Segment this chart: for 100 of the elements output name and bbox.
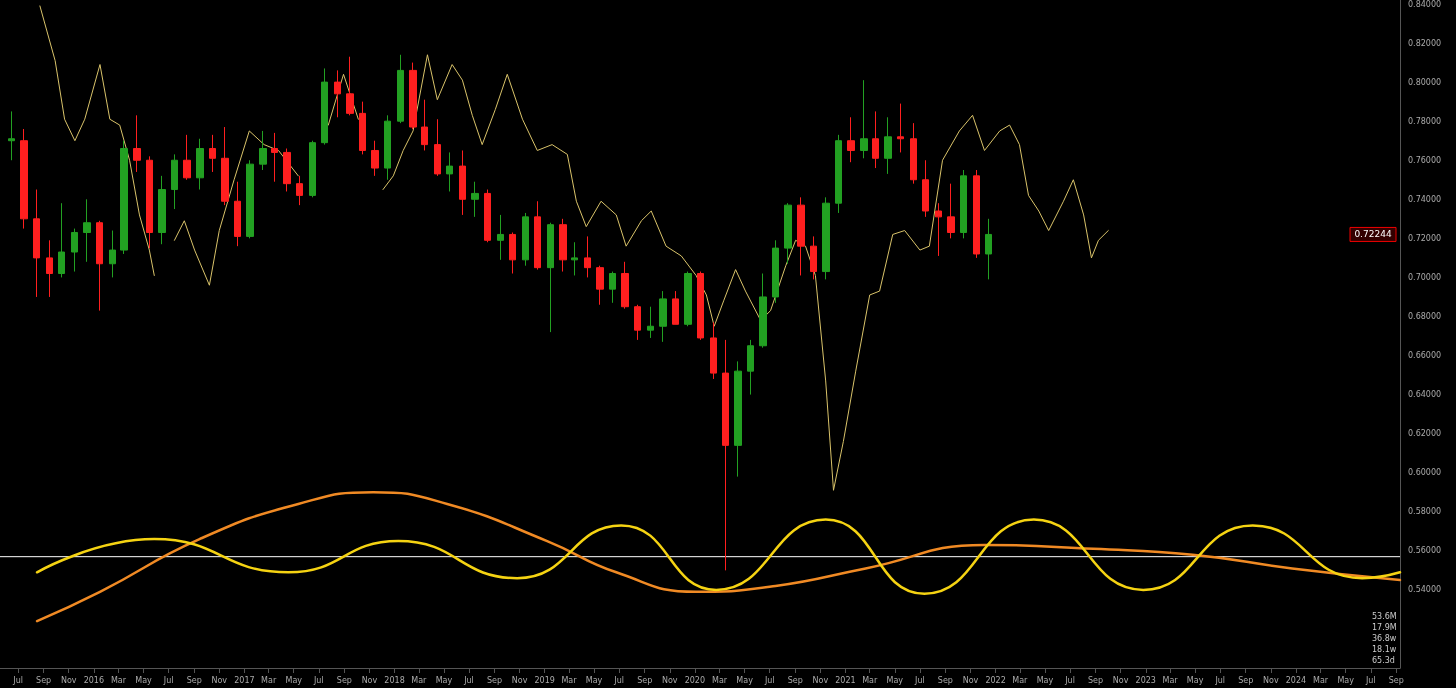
y-tick-label: 0.78000 — [1408, 116, 1442, 126]
candlestick — [146, 155, 153, 249]
candlestick — [759, 273, 767, 349]
candlestick — [960, 169, 967, 239]
candlestick — [484, 189, 491, 243]
y-tick-label: 0.62000 — [1408, 429, 1442, 439]
candlestick — [722, 339, 729, 571]
x-tick-label: May — [1186, 675, 1204, 685]
candlestick — [884, 116, 892, 175]
x-tick-label: 2022 — [985, 675, 1006, 685]
candlestick — [621, 261, 629, 310]
candlestick — [835, 134, 842, 214]
candlestick — [158, 175, 166, 245]
x-tick-label: Nov — [812, 675, 829, 685]
candlestick — [8, 110, 15, 161]
line-series — [35, 518, 1402, 596]
candlestick — [384, 114, 391, 181]
annotation: 65.3d — [1372, 655, 1395, 665]
x-tick-label: Sep — [186, 675, 202, 685]
y-tick-label: 0.64000 — [1408, 390, 1442, 400]
candlestick — [609, 271, 616, 304]
x-tick-label: Jul — [463, 675, 474, 685]
x-tick-label: Sep — [1388, 675, 1404, 685]
x-tick-label: Mar — [411, 675, 428, 685]
candlestick — [409, 62, 417, 130]
candlestick — [647, 306, 654, 339]
x-tick-label: Jul — [1064, 675, 1075, 685]
candlestick — [847, 116, 855, 163]
candlestick — [697, 271, 704, 341]
y-tick-label: 0.70000 — [1408, 272, 1442, 282]
candlestick — [109, 230, 116, 278]
candlestick — [334, 69, 341, 118]
candlestick — [935, 202, 942, 257]
candlestick — [547, 222, 554, 333]
annotation: 0.72244 — [1354, 229, 1392, 240]
x-tick-label: Sep — [1238, 675, 1254, 685]
x-tick-label: Nov — [361, 675, 378, 685]
candlestick — [897, 103, 904, 153]
candlestick — [120, 140, 128, 255]
x-tick-label: Nov — [60, 675, 77, 685]
x-tick-label: Jul — [914, 675, 925, 685]
candlestick — [596, 265, 604, 306]
candlestick — [772, 239, 779, 304]
x-tick-label: Sep — [1088, 675, 1104, 685]
candlestick — [46, 239, 53, 298]
candlestick — [246, 159, 254, 239]
candlestick — [522, 212, 529, 267]
candlestick — [822, 196, 830, 280]
y-tick-label: 0.76000 — [1408, 155, 1442, 165]
candlestick — [183, 134, 191, 181]
x-tick-label: May — [886, 675, 904, 685]
y-tick-label: 0.60000 — [1408, 468, 1442, 478]
x-tick-label: Sep — [787, 675, 803, 685]
candlestick — [20, 128, 28, 230]
x-tick-label: Sep — [336, 675, 352, 685]
y-tick-label: 0.68000 — [1408, 311, 1442, 321]
candlestick — [734, 360, 742, 478]
candlestick — [559, 218, 567, 273]
x-tick-label: May — [435, 675, 453, 685]
x-tick-label: Mar — [1162, 675, 1179, 685]
candlestick — [910, 122, 917, 185]
candlestick — [359, 101, 366, 155]
candlestick — [296, 175, 303, 206]
candlestick — [985, 218, 992, 280]
x-tick-label: Jul — [1364, 675, 1376, 685]
candlestick — [283, 148, 291, 192]
x-tick-label: Jul — [1214, 675, 1226, 685]
y-tick-label: 0.84000 — [1408, 0, 1442, 9]
x-tick-label: May — [585, 675, 603, 685]
candlestick — [784, 202, 792, 265]
y-tick-label: 0.66000 — [1408, 351, 1442, 361]
candlestick — [259, 130, 267, 171]
annotation: 17.9M — [1372, 622, 1397, 632]
candlestick — [33, 189, 40, 298]
candlestick — [872, 110, 879, 169]
candlestick — [922, 159, 929, 218]
x-tick-label: Nov — [1263, 675, 1279, 685]
y-tick-label: 0.72000 — [1408, 233, 1442, 243]
x-tick-label: May — [1036, 675, 1054, 685]
x-tick-label: Mar — [110, 675, 127, 685]
candlestick — [397, 54, 404, 124]
candlestick — [221, 126, 229, 206]
candlestick — [321, 67, 328, 146]
candlestick — [860, 79, 868, 159]
x-tick-label: Nov — [1112, 675, 1129, 685]
candlestick — [71, 228, 78, 273]
candlestick — [497, 214, 504, 261]
candlestick — [271, 132, 278, 183]
candlestick — [83, 198, 91, 263]
candlestick — [947, 183, 955, 239]
annotation: 53.6M — [1372, 611, 1397, 621]
x-tick-label: 2020 — [684, 675, 706, 685]
y-tick-label: 0.74000 — [1408, 194, 1442, 204]
candlestick — [509, 231, 516, 275]
candlestick — [58, 202, 65, 278]
x-tick-label: Nov — [211, 675, 228, 685]
x-tick-label: Jul — [313, 675, 324, 685]
candlestick — [797, 196, 805, 276]
x-tick-label: Jul — [12, 675, 23, 685]
candlestick — [371, 140, 379, 177]
